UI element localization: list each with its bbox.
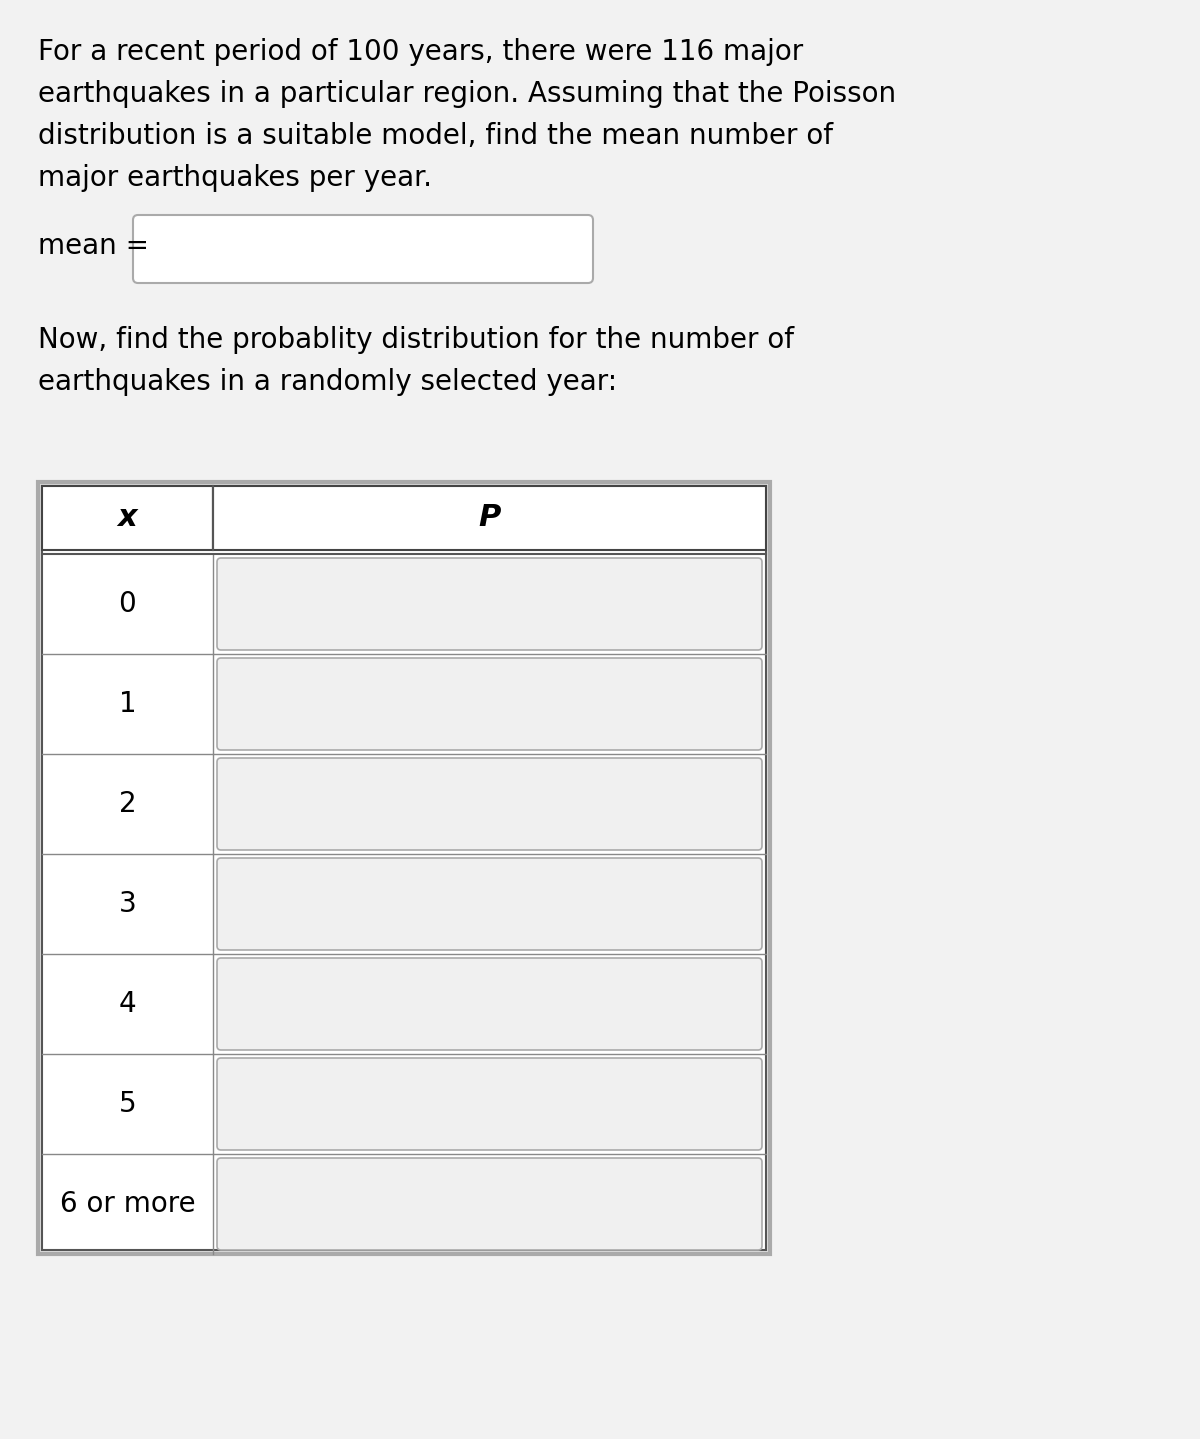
Text: major earthquakes per year.: major earthquakes per year. [38,164,432,191]
Text: earthquakes in a particular region. Assuming that the Poisson: earthquakes in a particular region. Assu… [38,81,896,108]
Bar [214,486,766,550]
Text: 1: 1 [119,689,137,718]
Text: distribution is a suitable model, find the mean number of: distribution is a suitable model, find t… [38,122,833,150]
Text: mean =: mean = [38,232,149,260]
Bar [42,486,766,1250]
FancyBboxPatch shape [217,658,762,750]
Text: For a recent period of 100 years, there were 116 major: For a recent period of 100 years, there … [38,37,803,66]
FancyBboxPatch shape [133,214,593,283]
FancyBboxPatch shape [217,858,762,950]
FancyBboxPatch shape [217,558,762,650]
Text: 4: 4 [119,990,137,1017]
Text: 5: 5 [119,1089,137,1118]
Text: Now, find the probablity distribution for the number of: Now, find the probablity distribution fo… [38,327,794,354]
Bar [38,482,770,1253]
Text: 0: 0 [119,590,137,617]
Text: 2: 2 [119,790,137,817]
FancyBboxPatch shape [217,1058,762,1150]
Text: earthquakes in a randomly selected year:: earthquakes in a randomly selected year: [38,368,617,396]
FancyBboxPatch shape [217,1158,762,1250]
Text: 6 or more: 6 or more [60,1190,196,1217]
FancyBboxPatch shape [217,958,762,1050]
Bar [42,486,214,550]
Text: P: P [479,504,500,532]
Text: 3: 3 [119,889,137,918]
Text: x: x [118,504,137,532]
FancyBboxPatch shape [217,758,762,850]
